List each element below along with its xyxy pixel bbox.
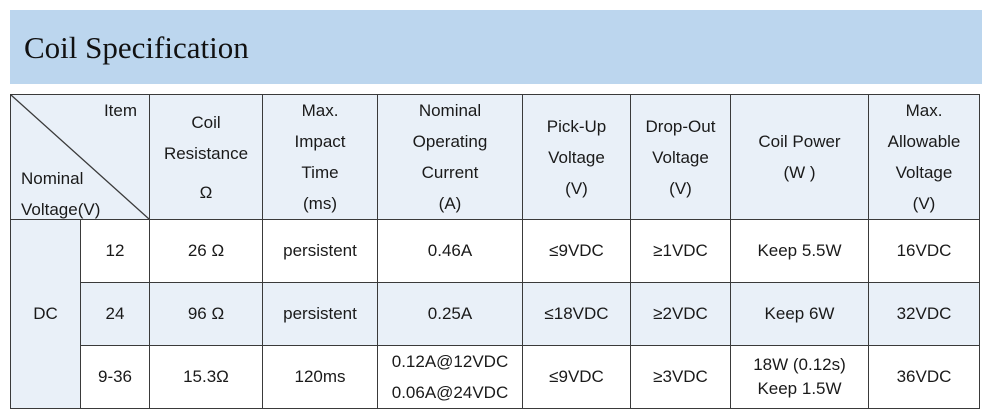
- col-header-resistance: Coil Resistance Ω: [149, 94, 263, 220]
- dropout-cell: ≥3VDC: [630, 345, 731, 409]
- power-cell: 18W (0.12s) Keep 1.5W: [730, 345, 869, 409]
- col-header-pickup: Pick-Up Voltage (V): [522, 94, 631, 220]
- dropout-cell: ≥1VDC: [630, 219, 731, 283]
- item-label: Item: [103, 101, 137, 120]
- voltage-cell: 24: [80, 282, 150, 346]
- col-header-dropout: Drop-Out Voltage (V): [630, 94, 731, 220]
- pickup-cell: ≤9VDC: [522, 345, 631, 409]
- table-row: DC 12 26 Ω persistent 0.46A ≤9VDC ≥1VDC …: [10, 219, 980, 409]
- impact-time-cell: persistent: [262, 219, 378, 283]
- impact-time-cell: 120ms: [262, 345, 378, 409]
- col-header-max-voltage: Max. Allowable Voltage (V): [868, 94, 980, 220]
- max-voltage-cell: 36VDC: [868, 345, 980, 409]
- current-cell: 0.46A: [377, 219, 523, 283]
- impact-time-cell: persistent: [262, 282, 378, 346]
- current-cell: 0.12A@12VDC 0.06A@24VDC: [377, 345, 523, 409]
- dc-group-cell: DC: [10, 219, 81, 409]
- dropout-cell: ≥2VDC: [630, 282, 731, 346]
- pickup-cell: ≤18VDC: [522, 282, 631, 346]
- header-row: Item Nominal Voltage(V) Coil Resistance …: [10, 94, 980, 220]
- col-header-current: Nominal Operating Current (A): [377, 94, 523, 220]
- nominal-voltage-label: Nominal Voltage(V): [21, 169, 101, 219]
- resistance-cell: 26 Ω: [149, 219, 263, 283]
- title-banner: Coil Specification: [10, 10, 982, 84]
- max-voltage-cell: 16VDC: [868, 219, 980, 283]
- power-cell: Keep 6W: [730, 282, 869, 346]
- col-header-power: Coil Power (W ): [730, 94, 869, 220]
- diagonal-divider: [11, 95, 149, 219]
- power-cell: Keep 5.5W: [730, 219, 869, 283]
- coil-spec-table: Item Nominal Voltage(V) Coil Resistance …: [10, 94, 980, 409]
- corner-header-cell: Item Nominal Voltage(V): [10, 94, 150, 220]
- col-header-impact-time: Max. Impact Time (ms): [262, 94, 378, 220]
- current-cell: 0.25A: [377, 282, 523, 346]
- page-title: Coil Specification: [24, 30, 249, 65]
- resistance-cell: 96 Ω: [149, 282, 263, 346]
- resistance-cell: 15.3Ω: [149, 345, 263, 409]
- pickup-cell: ≤9VDC: [522, 219, 631, 283]
- max-voltage-cell: 32VDC: [868, 282, 980, 346]
- voltage-cell: 9-36: [80, 345, 150, 409]
- table-row: 9-36 15.3Ω 120ms 0.12A@12VDC 0.06A@24VDC…: [11, 345, 980, 409]
- voltage-cell: 12: [80, 219, 150, 283]
- table-row: 24 96 Ω persistent 0.25A ≤18VDC ≥2VDC Ke…: [11, 282, 980, 346]
